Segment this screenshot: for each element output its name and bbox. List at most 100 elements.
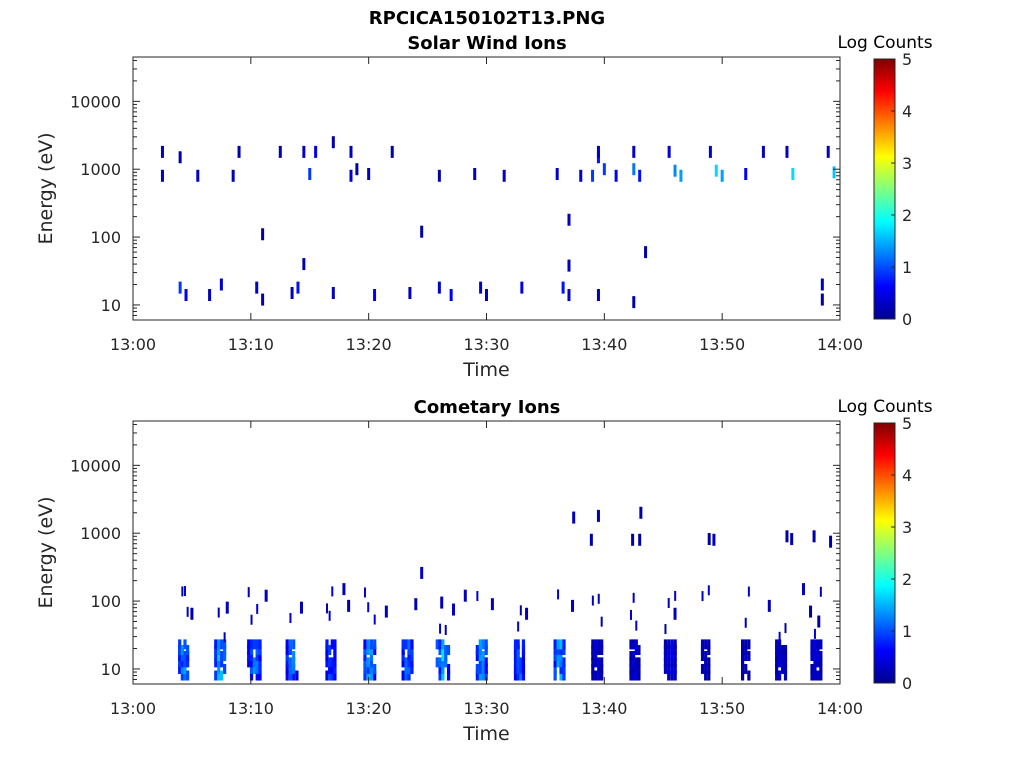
- data-cell: [670, 657, 674, 668]
- data-cell: [744, 651, 748, 662]
- data-cell: [223, 639, 227, 650]
- data-cell: [707, 663, 711, 674]
- data-cell: [190, 607, 194, 620]
- data-cell: [446, 670, 451, 681]
- data-cell: [708, 145, 712, 158]
- data-cell: [521, 657, 526, 668]
- data-cell: [369, 639, 374, 650]
- data-cell: [479, 281, 483, 294]
- data-cell: [667, 670, 671, 681]
- data-cell: [740, 670, 745, 681]
- data-cell: [820, 278, 824, 291]
- data-cell: [816, 657, 820, 668]
- plot-frame: [132, 56, 841, 321]
- data-cell: [278, 145, 282, 158]
- data-cell: [478, 651, 482, 662]
- data-cell: [801, 583, 805, 596]
- data-cell: [594, 651, 598, 662]
- data-cell: [629, 657, 633, 668]
- data-cell: [744, 617, 747, 628]
- data-cell: [485, 289, 488, 302]
- data-cell: [634, 670, 638, 681]
- x-tick-label: 13:10: [228, 335, 274, 354]
- colorbar-top: Log Counts 0 1 2 3 4 5: [837, 33, 932, 329]
- data-cell: [441, 645, 445, 656]
- data-cell: [559, 663, 563, 674]
- data-cell: [707, 639, 711, 650]
- data-cell: [775, 670, 779, 681]
- data-cell: [747, 651, 751, 662]
- x-axis: 13:00 13:10 13:20 13:30 13:40 13:50 14:00: [110, 57, 863, 354]
- data-cell: [484, 639, 488, 650]
- data-cell: [285, 663, 289, 674]
- data-cell: [517, 621, 520, 632]
- data-cell: [634, 663, 638, 674]
- data-cell: [181, 586, 184, 597]
- colorbar-tick-label: 1: [902, 622, 912, 641]
- data-cell: [219, 278, 223, 291]
- data-cell: [444, 645, 448, 656]
- data-cell: [816, 651, 820, 662]
- data-cell: [444, 651, 448, 662]
- y-tick-label: 10: [101, 296, 121, 315]
- data-cell: [707, 533, 711, 546]
- data-cell: [591, 663, 595, 674]
- data-cell: [667, 598, 670, 609]
- data-cell: [208, 289, 212, 302]
- data-cell: [775, 657, 779, 668]
- data-cell: [670, 651, 674, 662]
- y-axis: 10 100 1000 10000: [70, 59, 840, 321]
- data-cell: [384, 605, 388, 618]
- data-cell: [438, 670, 442, 681]
- data-cell: [700, 645, 705, 656]
- data-cell: [369, 651, 374, 662]
- data-cell: [819, 651, 823, 662]
- data-cell: [629, 609, 632, 620]
- data-cell: [632, 657, 636, 668]
- x-tick-label: 13:40: [581, 699, 627, 718]
- data-cell: [744, 639, 748, 650]
- data-cell: [571, 599, 575, 612]
- y-tick-label: 1000: [80, 160, 121, 179]
- data-cell: [438, 657, 442, 668]
- data-cell: [325, 670, 329, 681]
- data-cell: [214, 639, 218, 650]
- data-cell: [780, 663, 785, 674]
- data-cell: [366, 670, 370, 681]
- data-cell: [473, 167, 477, 180]
- data-cell: [401, 645, 405, 656]
- data-cell: [373, 670, 377, 681]
- data-cell: [438, 645, 442, 656]
- data-cell: [249, 651, 254, 662]
- data-cell: [579, 169, 583, 182]
- data-cell: [602, 163, 606, 176]
- data-cell: [778, 651, 782, 662]
- data-cell: [410, 645, 414, 656]
- data-cell: [446, 645, 451, 656]
- data-cell: [557, 589, 560, 600]
- data-cell: [366, 657, 370, 668]
- data-cell: [223, 645, 227, 656]
- data-cell: [261, 228, 265, 241]
- data-cell: [333, 670, 337, 681]
- data-cell: [740, 657, 745, 668]
- data-cell: [288, 657, 293, 668]
- data-cell: [567, 289, 571, 302]
- data-cell: [249, 639, 254, 650]
- data-cell: [407, 663, 411, 674]
- data-cell: [778, 657, 782, 668]
- data-cell: [553, 645, 557, 656]
- data-cell: [784, 623, 787, 634]
- data-cell: [367, 167, 371, 180]
- data-cell: [252, 657, 256, 668]
- data-cell: [520, 281, 524, 294]
- data-cell: [600, 663, 604, 674]
- data-cell: [347, 599, 351, 612]
- data-cell: [700, 663, 705, 674]
- data-cell: [183, 639, 187, 650]
- data-cell: [810, 663, 814, 674]
- data-cell: [632, 592, 635, 603]
- data-cell: [247, 587, 250, 598]
- data-cell: [817, 615, 821, 628]
